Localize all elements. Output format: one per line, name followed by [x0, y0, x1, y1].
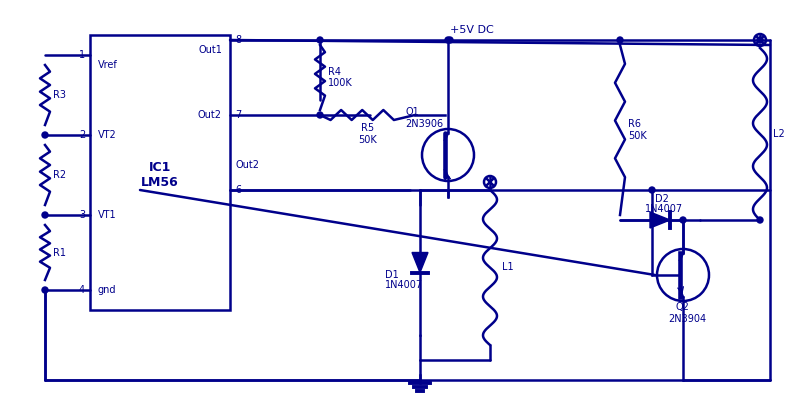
Text: R2: R2: [53, 170, 66, 180]
Circle shape: [757, 217, 763, 223]
Circle shape: [649, 187, 655, 193]
Circle shape: [317, 37, 323, 43]
Text: 1: 1: [79, 50, 85, 60]
Circle shape: [680, 217, 686, 223]
Circle shape: [447, 37, 453, 43]
Text: L2: L2: [773, 129, 785, 139]
Text: IC1: IC1: [149, 161, 171, 174]
Text: VT2: VT2: [98, 130, 117, 140]
Text: L1: L1: [502, 263, 514, 273]
Text: LM56: LM56: [141, 176, 179, 189]
Text: 2N3904: 2N3904: [668, 314, 706, 324]
Circle shape: [757, 37, 763, 43]
Circle shape: [317, 112, 323, 118]
Text: 7: 7: [235, 110, 242, 120]
Polygon shape: [650, 212, 670, 228]
Text: 2: 2: [78, 130, 85, 140]
Text: R4
100K: R4 100K: [328, 67, 353, 88]
Text: Out2: Out2: [198, 110, 222, 120]
Text: Q1: Q1: [405, 107, 418, 117]
Text: Out1: Out1: [198, 45, 222, 55]
Text: 6: 6: [235, 185, 241, 195]
Text: +5V DC: +5V DC: [450, 25, 494, 35]
Text: Out2: Out2: [235, 160, 259, 170]
Circle shape: [42, 287, 48, 293]
Text: Vref: Vref: [98, 60, 118, 70]
FancyBboxPatch shape: [90, 35, 230, 310]
Text: R6
50K: R6 50K: [628, 119, 646, 141]
Text: 3: 3: [79, 210, 85, 220]
Text: 1N4007: 1N4007: [645, 204, 683, 214]
Circle shape: [42, 212, 48, 218]
Circle shape: [617, 37, 623, 43]
Text: D2: D2: [655, 194, 669, 204]
Text: 1N4007: 1N4007: [385, 280, 423, 289]
Circle shape: [42, 132, 48, 138]
Polygon shape: [412, 252, 428, 273]
Text: R1: R1: [53, 247, 66, 258]
Circle shape: [445, 37, 451, 43]
Text: 4: 4: [79, 285, 85, 295]
Text: 8: 8: [235, 35, 241, 45]
Text: D1: D1: [385, 269, 398, 280]
Text: R3: R3: [53, 90, 66, 100]
Text: gnd: gnd: [98, 285, 117, 295]
Text: 2N3906: 2N3906: [405, 119, 443, 129]
Text: VT1: VT1: [98, 210, 117, 220]
Text: R5
50K: R5 50K: [358, 123, 377, 144]
Text: Q2: Q2: [675, 302, 689, 312]
